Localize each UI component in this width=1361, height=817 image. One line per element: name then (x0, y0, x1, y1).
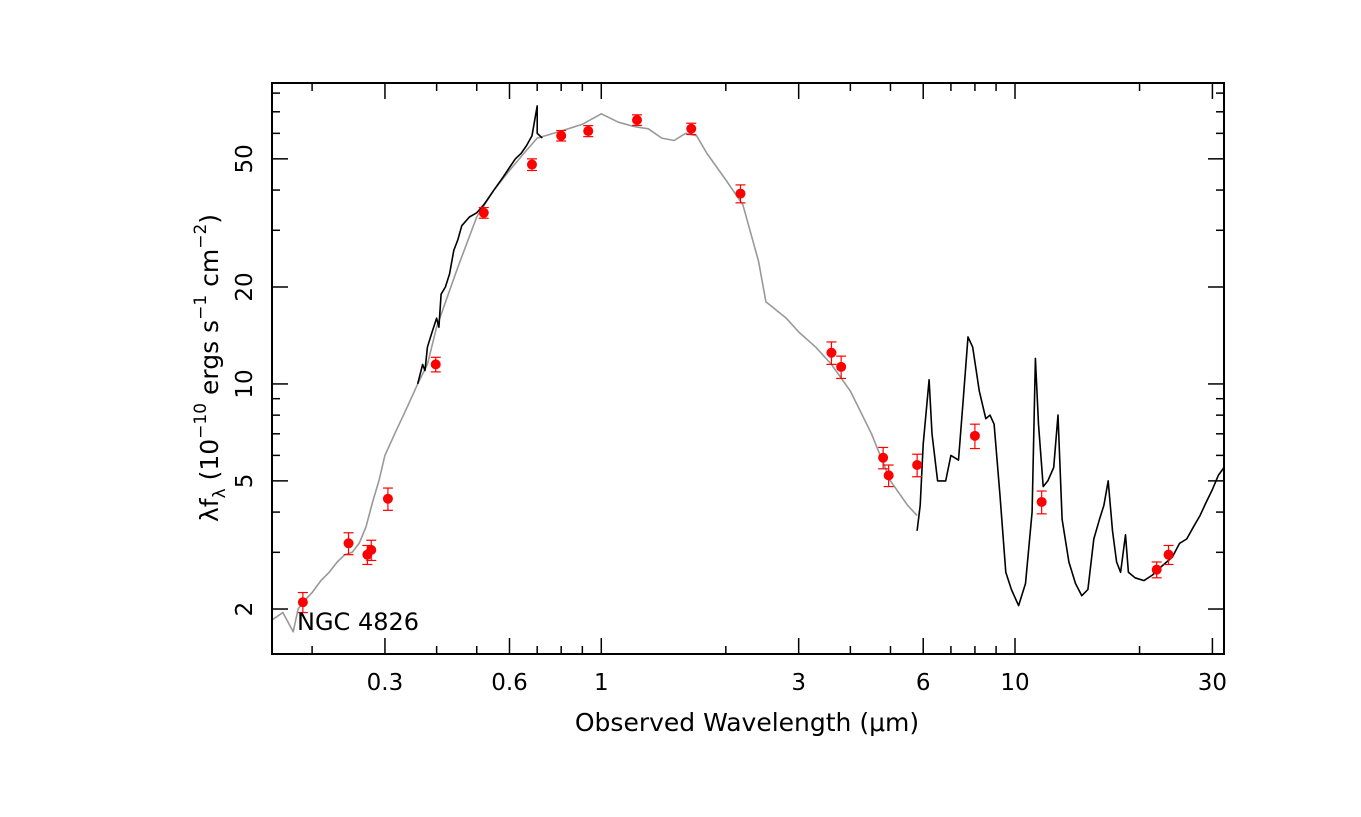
midir-spectrum-line (916, 336, 1225, 607)
data-point (343, 532, 354, 556)
point-marker (583, 126, 594, 137)
y-tick-label: 2 (232, 602, 258, 617)
y-tick-label: 20 (232, 272, 258, 301)
data-point (686, 122, 697, 136)
observed-spectrum (416, 105, 1225, 607)
point-marker (969, 430, 980, 441)
point-marker (686, 123, 697, 134)
x-tick-label: 3 (791, 670, 806, 696)
point-marker (883, 470, 894, 481)
x-axis-label: Observed Wavelength (μm) (575, 708, 919, 737)
point-marker (912, 460, 923, 471)
photometry-points (297, 114, 1174, 614)
data-point (735, 184, 746, 204)
data-point (883, 464, 894, 488)
point-marker (878, 452, 889, 463)
y-tick-label: 10 (232, 369, 258, 398)
data-point (478, 206, 489, 219)
point-marker (382, 493, 393, 504)
point-marker (526, 159, 537, 170)
point-marker (836, 361, 847, 372)
data-point (526, 158, 537, 172)
data-point (382, 487, 393, 511)
x-tick-label: 6 (916, 670, 931, 696)
point-marker (1036, 496, 1047, 507)
y-axis-label: λfλ (10−10 ergs s−1 cm−2) (191, 214, 230, 522)
point-marker (826, 347, 837, 358)
y-tick-label: 50 (232, 144, 258, 173)
optical-spectrum-line (416, 105, 543, 385)
x-tick-label: 0.3 (367, 670, 404, 696)
point-marker (430, 359, 441, 370)
data-point (366, 539, 377, 562)
point-marker (366, 545, 377, 556)
data-point (1151, 561, 1162, 579)
object-label: NGC 4826 (297, 608, 419, 636)
data-point (826, 341, 837, 365)
x-tick-label: 0.6 (491, 670, 528, 696)
data-point (1036, 490, 1047, 515)
data-point (632, 114, 643, 127)
point-marker (343, 538, 354, 549)
data-point (836, 355, 847, 380)
template-spectrum-line (271, 113, 918, 633)
axis-ticks: 0.3 0.6 1 3 6 10 30 2 5 10 20 50 (232, 83, 1227, 696)
template-spectrum (271, 113, 918, 633)
point-marker (632, 115, 643, 126)
y-tick-label: 5 (232, 474, 258, 489)
point-marker (1163, 549, 1174, 560)
x-tick-label: 30 (1198, 670, 1227, 696)
point-marker (735, 188, 746, 199)
point-marker (1151, 564, 1162, 575)
plot-frame (271, 82, 1225, 655)
x-tick-label: 10 (1000, 670, 1029, 696)
data-point (430, 356, 441, 373)
point-marker (478, 207, 489, 218)
data-point (1163, 544, 1174, 566)
data-point (969, 423, 980, 450)
x-tick-label: 1 (594, 670, 609, 696)
point-marker (556, 130, 567, 141)
point-marker (297, 597, 308, 608)
data-point (912, 453, 923, 478)
data-point (583, 125, 594, 138)
data-point (878, 446, 889, 470)
data-point (297, 591, 308, 614)
data-point (556, 129, 567, 142)
